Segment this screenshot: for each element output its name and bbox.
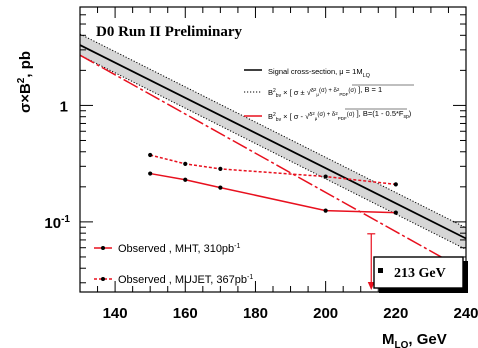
legend-mht-label: Observed , MHT, 310pb-1	[118, 243, 241, 255]
observed-point	[148, 152, 153, 158]
plot-frame	[79, 6, 467, 293]
observed-point	[218, 166, 223, 172]
annotation-box	[373, 256, 464, 289]
y-tick-label: 1	[60, 98, 68, 115]
legend-mujet-marker	[101, 277, 105, 281]
theory-band-lower	[79, 54, 467, 250]
observed-point	[183, 177, 188, 182]
mass-limit-annotation: 213 GeV	[373, 256, 468, 293]
x-tick-label: 220	[383, 305, 408, 322]
annotation-marker	[378, 268, 383, 273]
y-axis-label: σ×B2, pb	[16, 51, 34, 113]
legend-blow-label: B2bv × [ σ - √δ2μ(σ) + δ2PDF(σ) ], B=(1 …	[268, 109, 412, 123]
observed-point	[393, 210, 398, 215]
legend-top: Signal cross-section, μ = 1MLQ B2bv × [ …	[244, 67, 414, 123]
x-tick-label: 180	[243, 305, 268, 322]
legend-signal-label: Signal cross-section, μ = 1MLQ	[268, 67, 371, 79]
annotation-text: 213 GeV	[394, 266, 446, 281]
chart-marks	[148, 152, 398, 290]
y-tick-label: 10-1	[44, 214, 70, 232]
axis-ticks: 140 160 180 200 220 240 1 10-1	[44, 6, 478, 322]
x-axis-label: MLQ, GeV	[382, 331, 447, 348]
limit-arrow-head	[367, 282, 375, 290]
theory-band	[79, 33, 467, 272]
x-tick-label: 200	[313, 305, 338, 322]
x-tick-label: 160	[173, 305, 198, 322]
observed-point	[148, 171, 153, 176]
observed-point	[323, 174, 328, 179]
x-tick-label: 140	[103, 305, 128, 322]
theory-b-lowered-line	[79, 54, 467, 272]
x-tick-label: 240	[453, 305, 478, 322]
observed-point	[183, 161, 188, 166]
legend-mujet-label: Observed , MUJET, 367pb-1	[118, 274, 253, 286]
legend-mht-marker	[101, 246, 105, 250]
legend-bottom: Observed , MHT, 310pb-1 Observed , MUJET…	[94, 243, 253, 286]
legend-band-label: B2bv × [ σ ± √δ2μ(σ) + δ2PDF(σ) ], B = 1	[268, 85, 382, 99]
observed-point	[218, 185, 223, 190]
chart-title: D0 Run II Preliminary	[96, 24, 242, 40]
theory-central-line	[79, 44, 467, 240]
observed-point	[393, 182, 398, 187]
observed-point	[323, 208, 328, 213]
